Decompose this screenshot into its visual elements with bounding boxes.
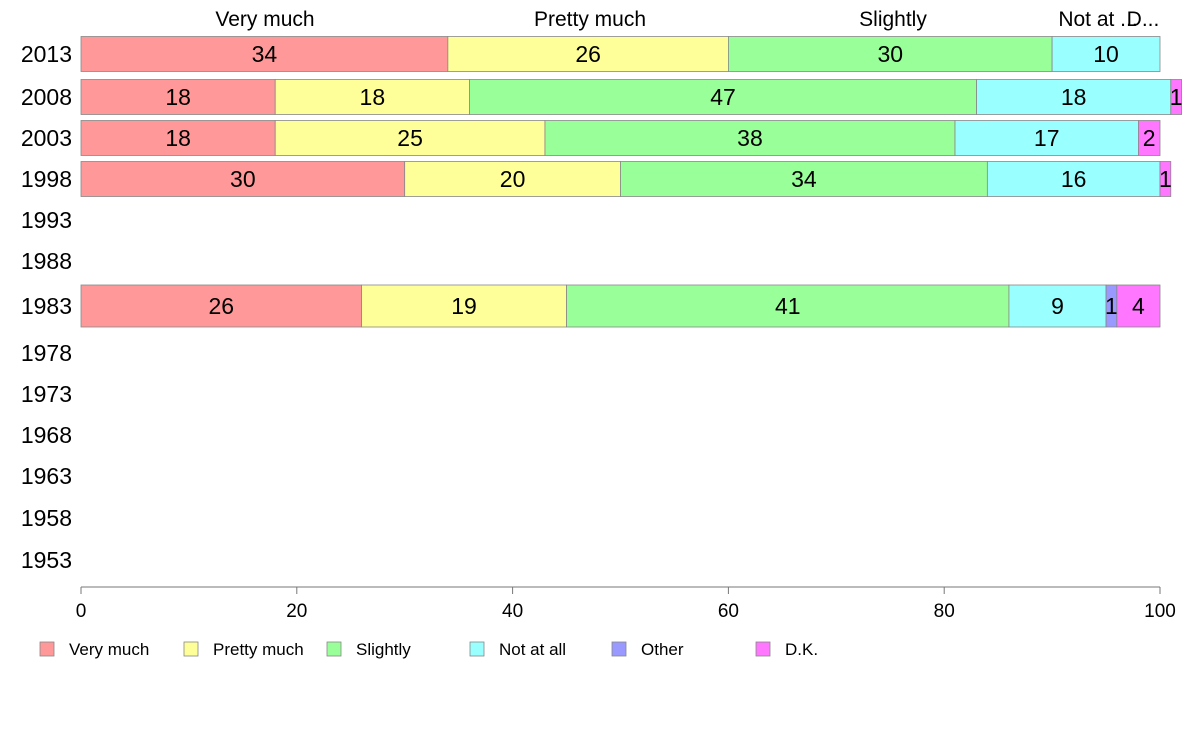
bar-label-1983-0: 26	[208, 293, 234, 319]
bar-label-2003-2: 38	[737, 125, 763, 151]
bar-label-1983-3: 9	[1051, 293, 1064, 319]
bar-1983-5	[1116, 284, 1161, 328]
bar-2008-5	[1170, 79, 1182, 115]
top-label-4: D...	[1127, 8, 1160, 31]
bar-1983-0	[80, 284, 362, 328]
year-label-1978: 1978	[21, 340, 72, 366]
x-tick-label-100: 100	[1144, 601, 1176, 622]
bar-2013-1	[447, 36, 729, 72]
bar-label-2008-1: 18	[360, 84, 386, 110]
bar-1983-1	[361, 284, 567, 328]
bar-label-1983-4: 1	[1105, 293, 1118, 319]
bar-1983-3	[1008, 284, 1107, 328]
bar-2008-3	[976, 79, 1172, 115]
year-label-1953: 1953	[21, 547, 72, 573]
bar-label-2003-0: 18	[165, 125, 191, 151]
bar-label-1998-0: 30	[230, 166, 256, 192]
legend-label-5: D.K.	[785, 640, 818, 659]
legend-swatch-1	[183, 641, 199, 657]
bar-label-2008-2: 47	[710, 84, 736, 110]
bar-2013-3	[1051, 36, 1161, 72]
year-label-1968: 1968	[21, 422, 72, 448]
legend-label-4: Other	[641, 640, 684, 659]
legend-swatch-4	[611, 641, 627, 657]
x-tick-label-60: 60	[718, 601, 739, 622]
bar-label-1998-1: 20	[500, 166, 526, 192]
bar-label-2013-1: 26	[575, 41, 601, 67]
bar-1998-1	[404, 161, 621, 197]
year-label-1988: 1988	[21, 248, 72, 274]
legend-label-3: Not at all	[499, 640, 566, 659]
bar-label-2008-5: 1	[1170, 84, 1183, 110]
x-axis: 0 20 40 60 80 100	[76, 586, 1176, 622]
bar-1998-3	[986, 161, 1161, 197]
year-label-1958: 1958	[21, 505, 72, 531]
year-label-2003: 2003	[21, 125, 72, 151]
bar-label-1983-2: 41	[775, 293, 801, 319]
bar-2008-0	[80, 79, 276, 115]
bar-1983-2	[566, 284, 1010, 328]
year-label-1998: 1998	[21, 166, 72, 192]
legend: Very much Pretty much Slightly Not at all Ot…	[39, 640, 818, 659]
bar-label-2013-0: 34	[252, 41, 278, 67]
year-label-2008: 2008	[21, 84, 72, 110]
top-label-2: Slightly	[859, 8, 927, 31]
x-tick-label-40: 40	[502, 601, 523, 622]
bar-label-1998-3: 16	[1061, 166, 1087, 192]
bar-1998-0	[80, 161, 406, 197]
bar-1998-2	[620, 161, 988, 197]
legend-label-2: Slightly	[356, 640, 411, 659]
top-label-3: Not at ...	[1058, 8, 1137, 31]
legend-swatch-3	[469, 641, 485, 657]
bar-label-2008-0: 18	[165, 84, 191, 110]
bar-2003-3	[954, 120, 1139, 156]
bar-2003-2	[544, 120, 956, 156]
bar-label-1998-5: 1	[1159, 166, 1172, 192]
bar-label-2003-3: 17	[1034, 125, 1060, 151]
year-label-1993: 1993	[21, 207, 72, 233]
year-label-1983: 1983	[21, 293, 72, 319]
bar-2003-5	[1138, 120, 1161, 156]
legend-swatch-5	[755, 641, 771, 657]
top-label-0: Very much	[215, 8, 314, 31]
bar-2003-0	[80, 120, 276, 156]
x-tick-label-20: 20	[286, 601, 307, 622]
year-label-1973: 1973	[21, 381, 72, 407]
bar-label-2008-3: 18	[1061, 84, 1087, 110]
bar-label-2003-5: 2	[1143, 125, 1156, 151]
x-tick-label-80: 80	[934, 601, 955, 622]
x-tick-label-0: 0	[76, 601, 87, 622]
legend-label-0: Very much	[69, 640, 149, 659]
bar-2008-1	[274, 79, 470, 115]
bar-label-1983-5: 4	[1132, 293, 1145, 319]
legend-label-1: Pretty much	[213, 640, 304, 659]
bar-2008-2	[469, 79, 977, 115]
year-axis-labels: 2013 2008 2003 1998 1993 1988 1983 1978 1973 1968…	[21, 41, 72, 573]
bar-label-1998-2: 34	[791, 166, 817, 192]
legend-swatch-0	[39, 641, 55, 657]
top-label-1: Pretty much	[534, 8, 646, 31]
legend-swatch-2	[326, 641, 342, 657]
bar-label-2013-3: 10	[1093, 41, 1119, 67]
bar-1998-5	[1159, 161, 1172, 197]
year-label-2013: 2013	[21, 41, 72, 67]
bar-label-2013-2: 30	[877, 41, 903, 67]
bar-label-1983-1: 19	[451, 293, 477, 319]
top-category-labels: Very much Pretty much Slightly Not at ...D.…	[215, 8, 1159, 31]
year-label-1963: 1963	[21, 463, 72, 489]
bar-label-2003-1: 25	[397, 125, 423, 151]
